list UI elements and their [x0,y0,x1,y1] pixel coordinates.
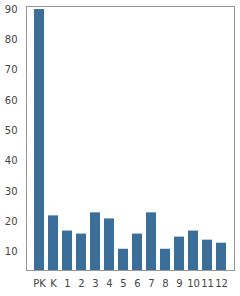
svg-text:4: 4 [106,278,112,289]
svg-text:90: 90 [5,4,18,15]
svg-text:6: 6 [134,278,140,289]
svg-text:9: 9 [176,278,182,289]
svg-text:80: 80 [5,34,18,45]
svg-text:5: 5 [120,278,126,289]
svg-text:K: K [50,278,57,289]
svg-text:30: 30 [5,186,18,197]
svg-text:70: 70 [5,64,18,75]
svg-text:12: 12 [215,278,228,289]
svg-text:20: 20 [5,216,18,227]
svg-text:PK: PK [33,278,46,289]
svg-text:8: 8 [162,278,168,289]
svg-text:10: 10 [187,278,200,289]
svg-text:50: 50 [5,125,18,136]
svg-text:10: 10 [5,246,18,257]
svg-text:11: 11 [201,278,214,289]
svg-text:7: 7 [148,278,154,289]
svg-text:60: 60 [5,95,18,106]
svg-text:3: 3 [92,278,98,289]
svg-text:1: 1 [64,278,70,289]
svg-text:2: 2 [78,278,84,289]
svg-text:40: 40 [5,155,18,166]
